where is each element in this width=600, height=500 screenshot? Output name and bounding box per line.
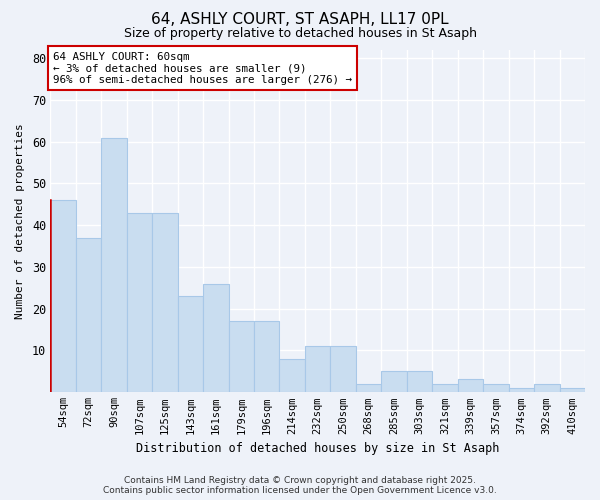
Bar: [254, 321, 280, 392]
Bar: [280, 358, 305, 392]
Bar: [407, 371, 432, 392]
Bar: [203, 284, 229, 392]
X-axis label: Distribution of detached houses by size in St Asaph: Distribution of detached houses by size …: [136, 442, 499, 455]
Bar: [356, 384, 382, 392]
Bar: [331, 346, 356, 392]
Text: 64, ASHLY COURT, ST ASAPH, LL17 0PL: 64, ASHLY COURT, ST ASAPH, LL17 0PL: [151, 12, 449, 28]
Bar: [432, 384, 458, 392]
Bar: [127, 212, 152, 392]
Bar: [382, 371, 407, 392]
Bar: [101, 138, 127, 392]
Bar: [305, 346, 331, 392]
Bar: [152, 212, 178, 392]
Bar: [509, 388, 534, 392]
Y-axis label: Number of detached properties: Number of detached properties: [15, 123, 25, 319]
Bar: [76, 238, 101, 392]
Bar: [534, 384, 560, 392]
Bar: [229, 321, 254, 392]
Text: 64 ASHLY COURT: 60sqm
← 3% of detached houses are smaller (9)
96% of semi-detach: 64 ASHLY COURT: 60sqm ← 3% of detached h…: [53, 52, 352, 85]
Text: Contains HM Land Registry data © Crown copyright and database right 2025.
Contai: Contains HM Land Registry data © Crown c…: [103, 476, 497, 495]
Bar: [483, 384, 509, 392]
Bar: [178, 296, 203, 392]
Bar: [560, 388, 585, 392]
Text: Size of property relative to detached houses in St Asaph: Size of property relative to detached ho…: [124, 28, 476, 40]
Bar: [50, 200, 76, 392]
Bar: [458, 380, 483, 392]
